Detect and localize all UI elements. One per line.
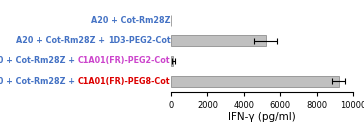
Text: A20 + Cot-Rm28Z +: A20 + Cot-Rm28Z + (0, 56, 78, 65)
Text: C1A01(FR)-PEG2-Cot: C1A01(FR)-PEG2-Cot (78, 56, 170, 65)
Bar (171, 76, 339, 86)
Text: 1D3-PEG2-Cot: 1D3-PEG2-Cot (108, 36, 170, 45)
Text: A20 + Cot-Rm28Z +: A20 + Cot-Rm28Z + (16, 36, 108, 45)
Bar (171, 35, 266, 46)
Text: A20 + Cot-Rm28Z: A20 + Cot-Rm28Z (91, 16, 170, 25)
Bar (171, 56, 173, 66)
X-axis label: IFN-γ (pg/ml): IFN-γ (pg/ml) (228, 112, 296, 122)
Text: C1A01(FR)-PEG8-Cot: C1A01(FR)-PEG8-Cot (78, 77, 170, 86)
Text: A20 + Cot-Rm28Z +: A20 + Cot-Rm28Z + (0, 77, 78, 86)
